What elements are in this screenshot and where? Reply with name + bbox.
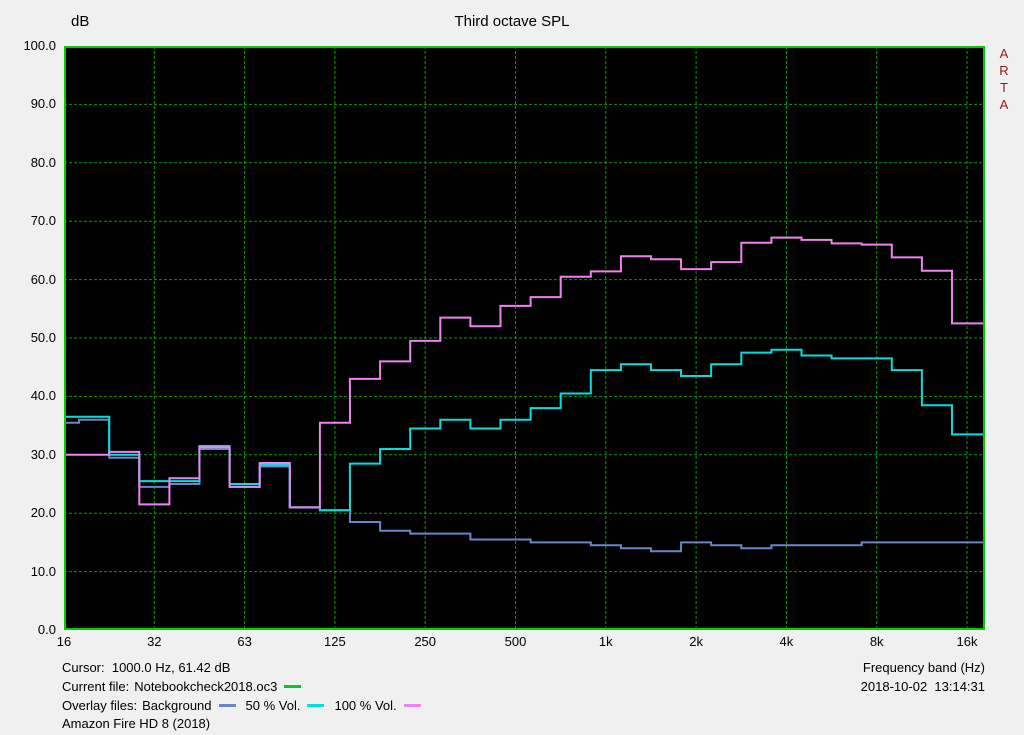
y-axis-tick-label: 100.0 xyxy=(23,38,56,53)
y-axis-tick-label: 50.0 xyxy=(30,330,56,345)
x-axis-tick-label: 4k xyxy=(779,634,794,649)
x-axis-tick-label: 500 xyxy=(504,634,527,649)
y-axis-tick-label: 10.0 xyxy=(30,563,56,579)
y-axis-tick-label: 90.0 xyxy=(30,96,56,112)
cursor-readout: Cursor: 1000.0 Hz, 61.42 dB xyxy=(62,660,231,675)
x-axis-tick-label: 16k xyxy=(956,634,978,649)
x-axis-tick-label: 16 xyxy=(56,634,72,649)
arta-brand-letter: A xyxy=(999,97,1009,112)
overlay-name-background: Background xyxy=(142,698,212,713)
y-axis-tick-label: 0.0 xyxy=(37,622,56,637)
x-axis-tick-label: 8k xyxy=(869,634,884,649)
chart-title: Third octave SPL xyxy=(454,13,570,30)
arta-brand-letter: T xyxy=(1000,80,1008,95)
plot-area[interactable] xyxy=(64,46,985,630)
overlay-marker-background xyxy=(218,704,236,708)
y-axis-unit-label: dB xyxy=(71,13,90,30)
overlay-name-100-vol: 100 % Vol. xyxy=(334,698,397,713)
x-axis-tick-label: 32 xyxy=(147,634,162,649)
arta-brand-letter: A xyxy=(999,46,1009,61)
x-axis-title: Frequency band (Hz) xyxy=(862,660,985,675)
overlay-files-line: Overlay files: Background 50 % Vol. 100 % V… xyxy=(62,698,431,713)
x-axis-tick-label: 250 xyxy=(414,634,437,649)
plot-border xyxy=(64,46,985,630)
y-axis-tick-label: 40.0 xyxy=(30,388,56,404)
overlay-files-label: Overlay files: xyxy=(62,698,138,713)
device-name: Amazon Fire HD 8 (2018) xyxy=(62,716,211,731)
y-axis-tick-label: 70.0 xyxy=(30,213,56,229)
x-axis-tick-label: 2k xyxy=(689,634,703,649)
x-axis-tick-label: 125 xyxy=(324,634,346,649)
y-axis-tick-label: 60.0 xyxy=(30,271,56,287)
series-100-vol xyxy=(64,236,985,509)
current-file-color-marker xyxy=(284,685,302,689)
timestamp: 2018-10-02 13:14:31 xyxy=(860,679,985,694)
y-axis-tick-label: 30.0 xyxy=(30,446,56,462)
current-file-label: Current file: xyxy=(62,679,130,694)
overlay-marker-50-vol xyxy=(307,704,325,708)
x-axis-tick-label: 63 xyxy=(237,634,252,649)
current-file-name: Notebookcheck2018.oc3 xyxy=(134,679,278,694)
y-axis-tick-label: 80.0 xyxy=(30,154,56,170)
overlay-marker-100-vol xyxy=(403,704,421,708)
x-axis-tick-label: 1k xyxy=(598,634,613,649)
current-file-line: Current file: Notebookcheck2018.oc3 xyxy=(62,679,311,694)
y-axis-tick-label: 20.0 xyxy=(30,505,56,521)
overlay-name-50-vol: 50 % Vol. xyxy=(245,698,301,713)
arta-brand-letter: R xyxy=(999,63,1009,78)
